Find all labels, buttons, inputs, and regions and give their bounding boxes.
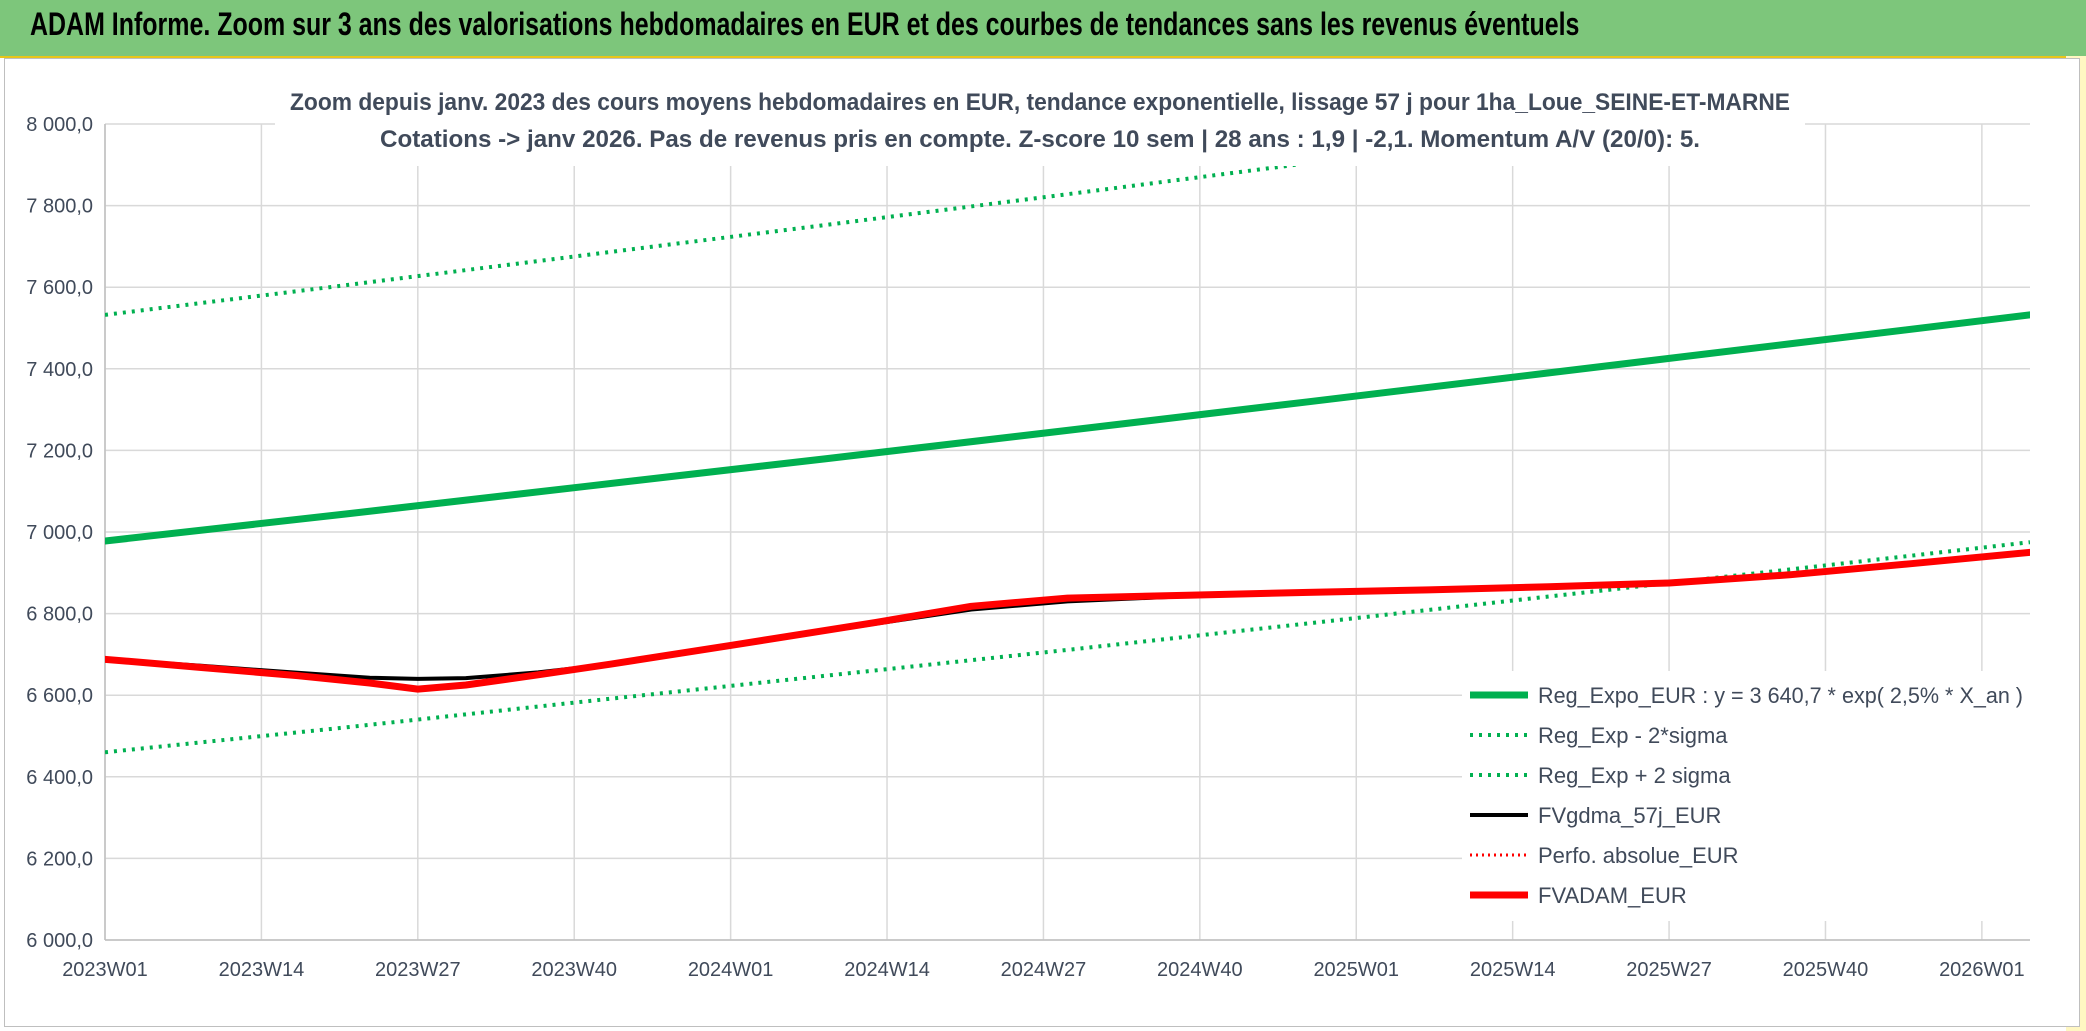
x-tick-label: 2023W27 bbox=[375, 959, 461, 981]
x-tick-label: 2023W40 bbox=[531, 959, 617, 981]
legend-label: Reg_Exp + 2 sigma bbox=[1538, 763, 1731, 788]
x-tick-label: 2024W01 bbox=[688, 959, 774, 981]
chart-title-bg bbox=[275, 80, 1805, 166]
perfo-absolue-line bbox=[105, 550, 2030, 691]
y-tick-label: 6 600,0 bbox=[26, 685, 93, 707]
y-tick-label: 6 200,0 bbox=[26, 848, 93, 870]
legend-label: FVgdma_57j_EUR bbox=[1538, 803, 1721, 828]
y-tick-label: 7 400,0 bbox=[26, 359, 93, 381]
y-tick-label: 6 400,0 bbox=[26, 767, 93, 789]
x-tick-label: 2024W14 bbox=[844, 959, 930, 981]
y-tick-label: 7 000,0 bbox=[26, 522, 93, 544]
y-tick-label: 7 600,0 bbox=[26, 277, 93, 299]
y-tick-label: 7 800,0 bbox=[26, 196, 93, 218]
x-tick-label: 2024W27 bbox=[1001, 959, 1087, 981]
x-tick-label: 2025W14 bbox=[1470, 959, 1556, 981]
y-tick-label: 6 000,0 bbox=[26, 930, 93, 952]
x-tick-label: 2023W01 bbox=[62, 959, 148, 981]
y-tick-label: 6 800,0 bbox=[26, 604, 93, 626]
legend-bg bbox=[1462, 671, 2032, 921]
page-title: ADAM Informe. Zoom sur 3 ans des valoris… bbox=[30, 6, 1580, 42]
x-tick-label: 2025W40 bbox=[1783, 959, 1869, 981]
x-tick-label: 2023W14 bbox=[219, 959, 305, 981]
legend-label: Reg_Expo_EUR : y = 3 640,7 * exp( 2,5% *… bbox=[1538, 683, 2023, 708]
y-tick-label: 7 200,0 bbox=[26, 440, 93, 462]
legend-label: Perfo. absolue_EUR bbox=[1538, 843, 1739, 868]
series-group bbox=[105, 124, 2030, 755]
reg-expo-line bbox=[105, 311, 2030, 545]
header-bar: ADAM Informe. Zoom sur 3 ans des valoris… bbox=[0, 0, 2086, 58]
x-tick-label: 2025W27 bbox=[1626, 959, 1712, 981]
x-tick-label: 2026W01 bbox=[1939, 959, 2025, 981]
chart-title-line: Cotations -> janv 2026. Pas de revenus p… bbox=[380, 126, 1700, 153]
legend-label: FVADAM_EUR bbox=[1538, 883, 1687, 908]
x-tick-label: 2025W01 bbox=[1313, 959, 1399, 981]
fvadam-line bbox=[105, 548, 2030, 693]
fvgdma-57j-line bbox=[105, 551, 2030, 681]
legend-label: Reg_Exp - 2*sigma bbox=[1538, 723, 1728, 748]
y-tick-label: 8 000,0 bbox=[26, 114, 93, 136]
x-tick-label: 2024W40 bbox=[1157, 959, 1243, 981]
chart-title-line: Zoom depuis janv. 2023 des cours moyens … bbox=[290, 89, 1790, 116]
